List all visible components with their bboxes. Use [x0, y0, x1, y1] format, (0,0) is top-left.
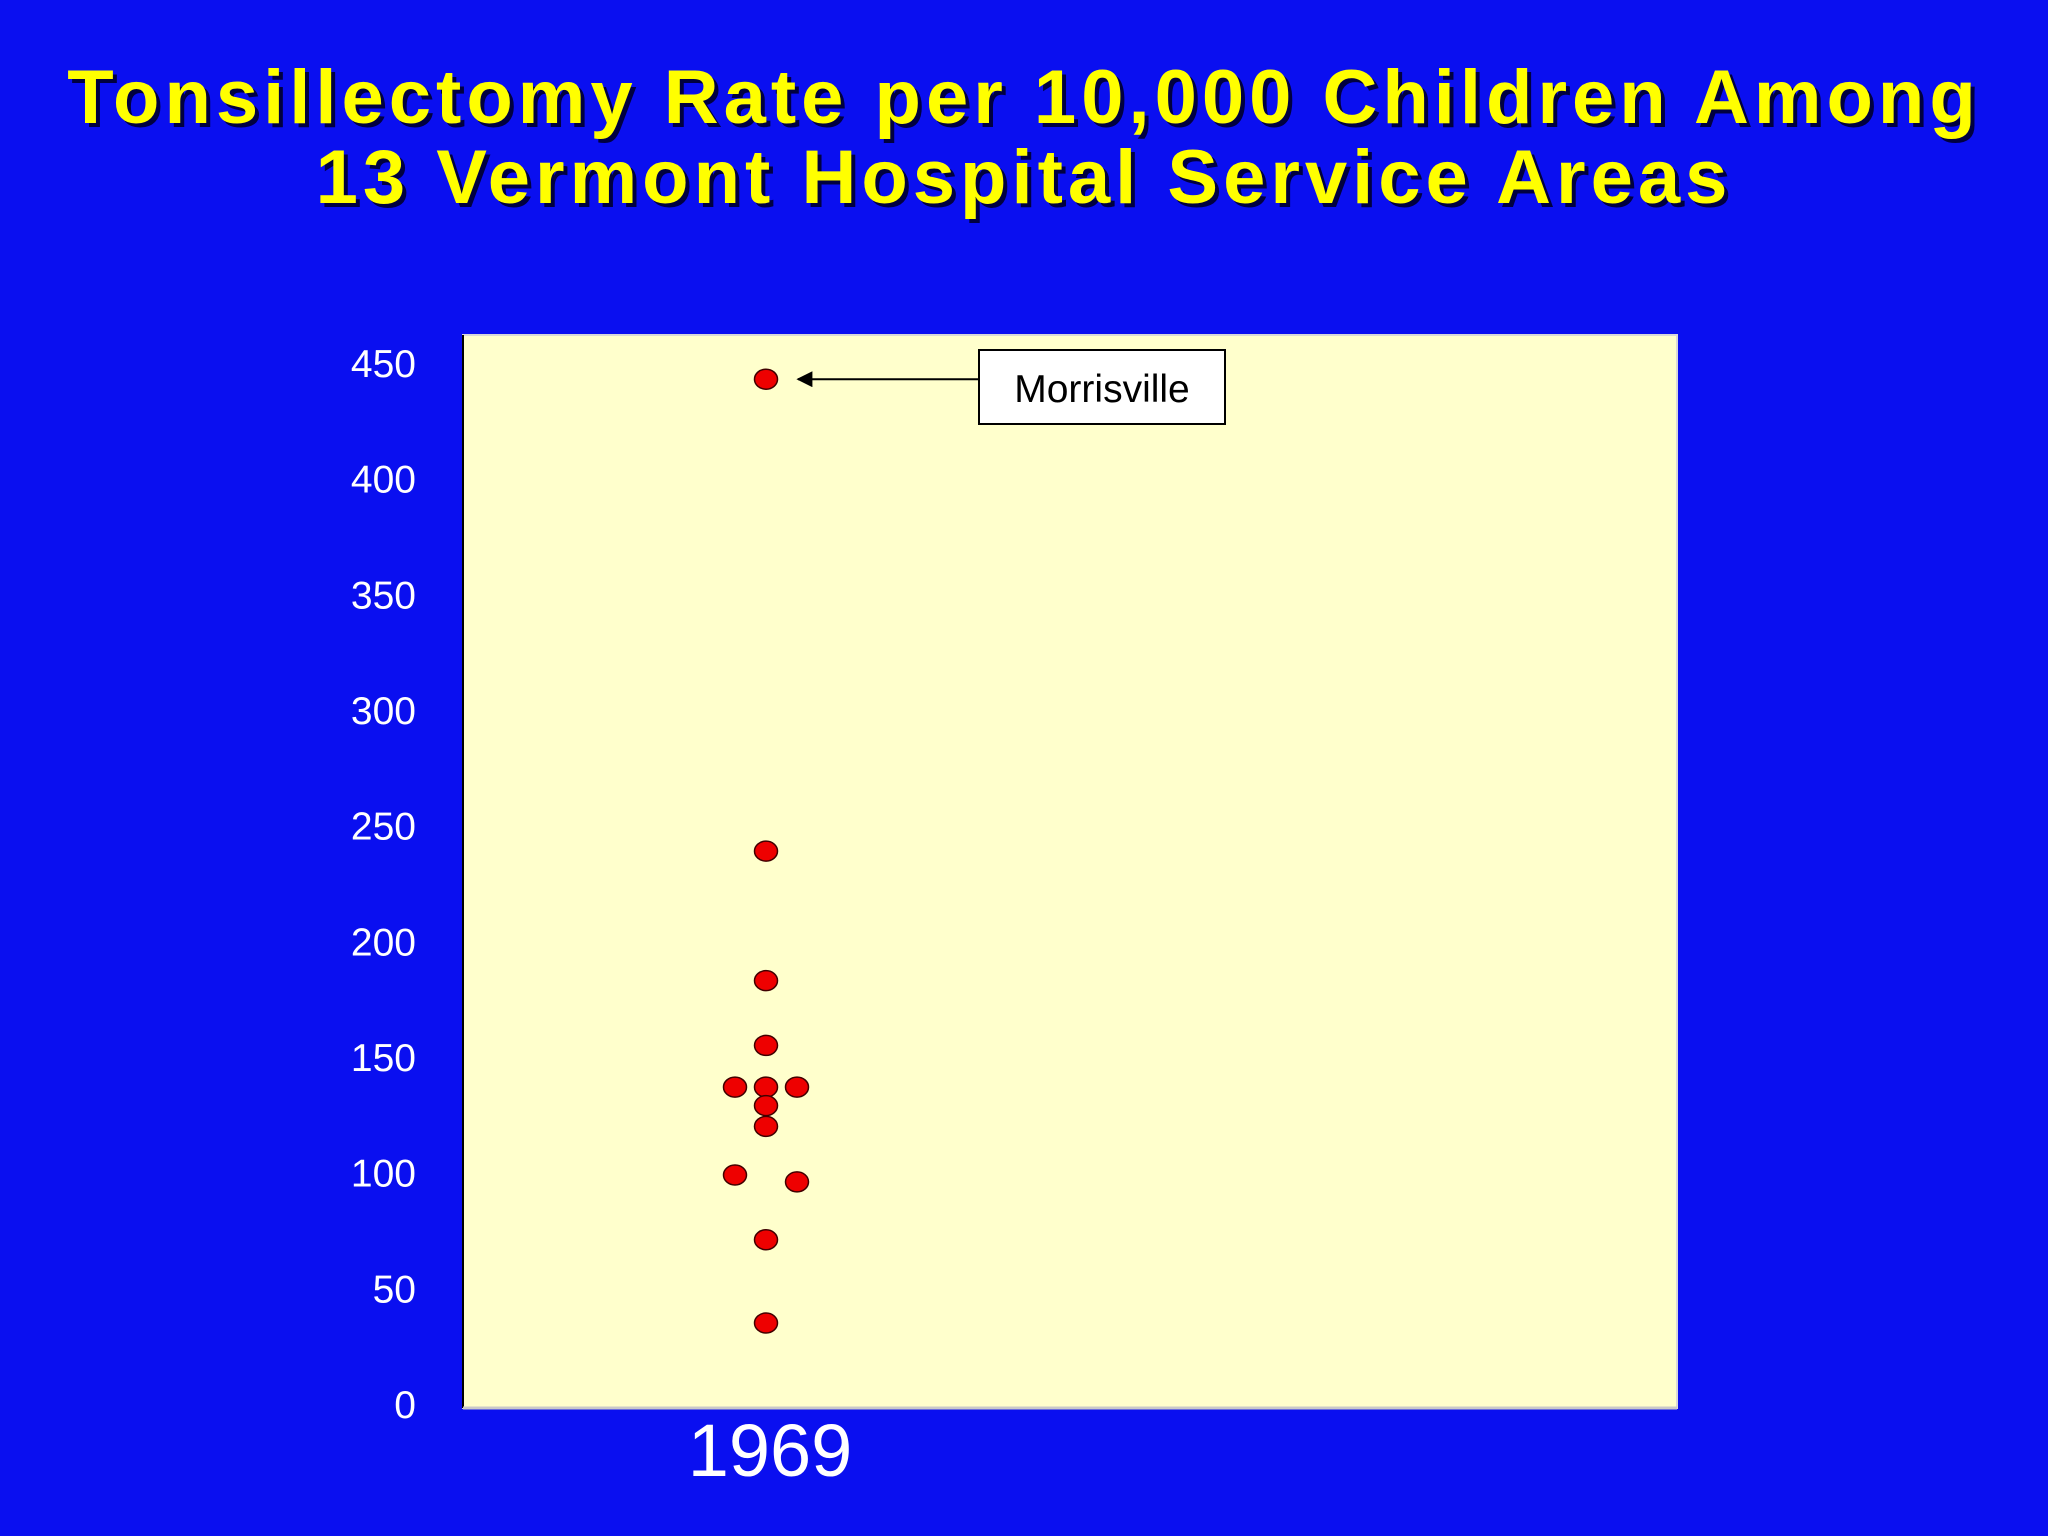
y-tick-label: 250	[351, 806, 416, 849]
data-point	[753, 969, 779, 992]
y-tick-label: 450	[351, 343, 416, 386]
data-point	[784, 1076, 810, 1098]
y-tick-label: 350	[351, 574, 416, 617]
y-tick-label: 100	[351, 1153, 416, 1196]
y-tick-labels: 0 50 100 150 200 250 300 350 400 450	[351, 343, 416, 1427]
data-point	[753, 840, 779, 862]
data-point	[753, 1115, 779, 1138]
data-point	[753, 1312, 779, 1334]
plot-area	[462, 334, 1678, 1409]
data-points	[722, 368, 810, 1334]
slide-title-line-2: 13 Vermont Hospital Service Areas	[315, 135, 1733, 220]
data-point	[753, 1076, 779, 1098]
callout-label: Morrisville	[1014, 368, 1190, 411]
y-tick-label: 50	[373, 1268, 416, 1311]
data-point	[722, 1164, 748, 1186]
y-tick-label: 200	[351, 921, 416, 964]
x-category-labels: 1969	[688, 1409, 853, 1492]
slide-title: Tonsillectomy Rate per 10,000 Children A…	[0, 58, 2048, 218]
x-category-label: 1969	[688, 1409, 853, 1492]
data-point	[722, 1076, 748, 1098]
data-point	[753, 1229, 779, 1251]
data-point	[784, 1171, 810, 1193]
y-tick-label: 300	[351, 690, 416, 733]
annotations: Morrisville	[796, 349, 1226, 425]
slide-title-line-1: Tonsillectomy Rate per 10,000 Children A…	[67, 55, 1981, 140]
data-point	[753, 1094, 779, 1117]
callout-box	[978, 349, 1226, 425]
data-point	[753, 1034, 779, 1057]
y-tick-label: 400	[351, 459, 416, 502]
data-point	[753, 368, 779, 390]
y-tick-label: 0	[394, 1384, 416, 1427]
y-tick-label: 150	[351, 1037, 416, 1080]
